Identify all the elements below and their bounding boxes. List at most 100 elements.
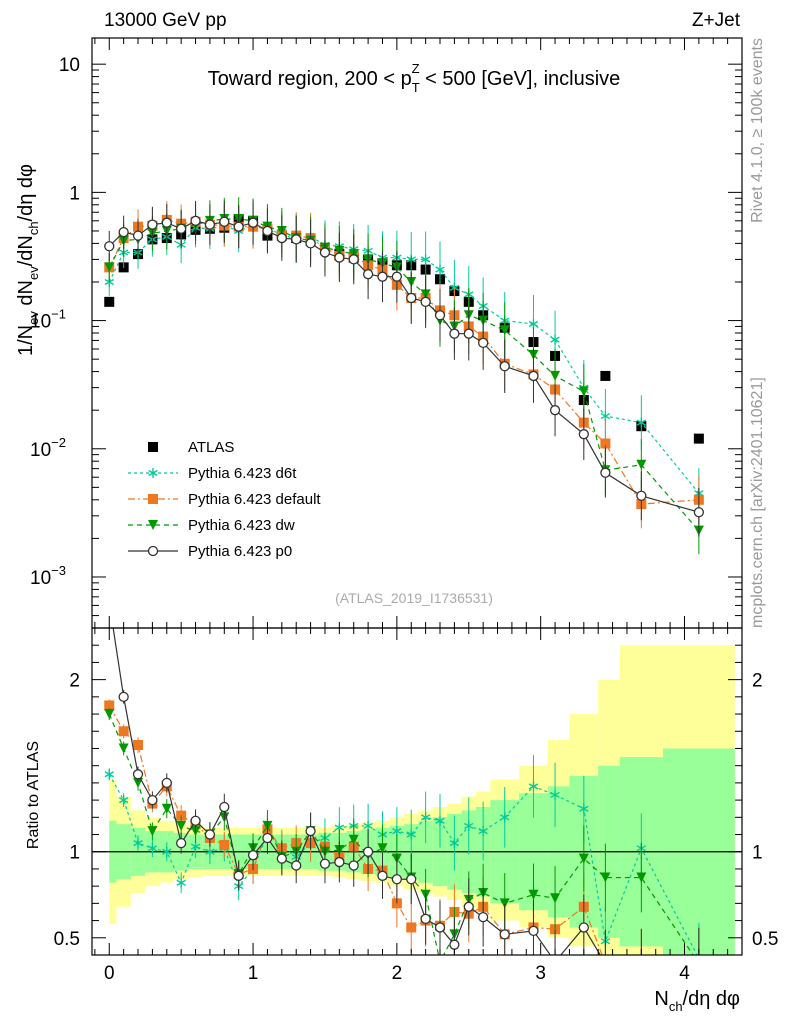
pythia-6-423-d6t-ratio-point [420, 812, 431, 823]
pythia-6-423-default-ratio-point [391, 898, 402, 909]
pythia-6-423-dw-ratio-point [118, 743, 129, 754]
pythia-6-423-d6t-ratio-point-stroke [205, 848, 215, 855]
pythia-6-423-p0-point [420, 296, 431, 307]
pythia-6-423-d6t-ratio-point-stroke [406, 831, 416, 838]
pythia-6-423-d6t-ratio-point-stroke [162, 848, 172, 855]
legend-pythia-6-423-p0-label: Pythia 6.423 p0 [188, 543, 292, 560]
pythia-6-423-p0-point [348, 254, 359, 265]
ratio-y-axis-label: Ratio to ATLAS [25, 741, 42, 849]
pythia-6-423-d6t-ratio-point-stroke [363, 822, 373, 830]
pythia-6-423-d6t-point-stroke [550, 336, 560, 343]
x-tick-label: 2 [392, 963, 403, 984]
pythia-6-423-p0-ratio-point [276, 853, 287, 864]
pythia-6-423-p0-point [104, 241, 115, 252]
pythia-6-423-p0-ratio-point [406, 874, 417, 885]
pythia-6-423-p0-ratio-point [291, 860, 302, 871]
legend: ATLAS Pythia 6.423 d6t Pythia 6.423 defaul… [128, 439, 321, 560]
pythia-6-423-d6t-ratio-point-stroke [464, 822, 474, 830]
pythia-6-423-p0-ratio-point [449, 939, 460, 950]
legend-pythia-6-423-default-marker [148, 494, 158, 504]
pythia-6-423-dw-ratio-line [108, 713, 694, 955]
x-tick-label: 4 [679, 963, 690, 984]
pythia-6-423-d6t-ratio-point [579, 803, 589, 814]
y-tick-label: 10−1 [30, 307, 66, 333]
pythia-6-423-d6t-ratio-point [478, 826, 488, 837]
legend-atlas-label: ATLAS [188, 439, 234, 456]
pythia-6-423-d6t-ratio-point [406, 829, 416, 840]
pythia-6-423-d6t-ratio-point [162, 846, 172, 857]
pythia-6-423-p0-point [233, 221, 244, 232]
pythia-6-423-d6t-ratio-point [190, 841, 201, 852]
pythia-6-423-p0-point [377, 271, 388, 282]
pythia-6-423-p0-ratio-point [305, 825, 316, 837]
pythia-6-423-d6t-ratio-point [133, 838, 143, 849]
pythia-6-423-dw-ratio-point [104, 709, 115, 720]
pythia-6-423-dw-ratio-point [528, 889, 539, 900]
pythia-6-423-dw-ratio-point [133, 777, 144, 788]
atlas-point [693, 433, 704, 444]
pythia-6-423-p0-point [636, 490, 647, 501]
pythia-6-423-p0-ratio-point [434, 922, 446, 933]
pythia-6-423-d6t-ratio-point [104, 769, 114, 780]
pythia-6-423-dw-ratio-point [578, 853, 589, 864]
legend-pythia-6-423-dw-label: Pythia 6.423 dw [188, 517, 295, 534]
pythia-6-423-p0-point [362, 269, 374, 280]
legend-atlas-marker [148, 442, 158, 452]
pythia-6-423-dw-point [499, 325, 510, 336]
pythia-6-423-dw-ratio-point [636, 872, 647, 883]
pythia-6-423-p0-point [132, 230, 144, 241]
legend-pythia-6-423-d6t-marker [148, 468, 158, 478]
legend-pythia-6-423-d6t-marker-stroke [148, 469, 158, 477]
pythia-6-423-p0-point [499, 361, 510, 372]
pythia-6-423-p0-main-line [108, 220, 700, 513]
pythia-6-423-p0-ratio-point [190, 815, 201, 826]
pythia-6-423-d6t-ratio-point [176, 877, 186, 888]
pythia-6-423-d6t-ratio-point-stroke [478, 827, 488, 835]
ratio-panel-frame [91, 627, 743, 956]
pythia-6-423-d6t-ratio-point [464, 820, 474, 831]
pythia-6-423-d6t-ratio-point-stroke [579, 805, 589, 812]
pythia-6-423-d6t-point-stroke [435, 266, 445, 273]
pythia-6-423-d6t-point-stroke [449, 284, 460, 291]
pythia-6-423-d6t-ratio-point [449, 838, 460, 849]
pythia-6-423-p0-point [406, 292, 417, 304]
legend-pythia-6-423-default-label: Pythia 6.423 default [188, 491, 321, 508]
legend-pythia-6-423-d6t-label: Pythia 6.423 d6t [188, 465, 297, 482]
y-axis-label: 1/Nev dNev/dNch/dη dφ [15, 164, 41, 356]
pythia-6-423-p0-ratio-point [362, 846, 374, 857]
ratio-tick-label-left: 0.5 [54, 929, 80, 950]
pythia-6-423-d6t-ratio-point [392, 826, 402, 837]
pythia-6-423-d6t-ratio-point-stroke [500, 814, 510, 821]
pythia-6-423-d6t-ratio-point-stroke [147, 845, 158, 852]
pythia-6-423-p0-point [118, 226, 129, 238]
pythia-6-423-d6t-ratio-line [108, 773, 698, 955]
main-series-group [104, 197, 705, 555]
pythia-6-423-p0-point [291, 234, 302, 245]
ratio-tick-label-left: 1 [69, 843, 80, 864]
x-axis-label: Nch/dη dφ [654, 988, 740, 1014]
pythia-6-423-p0-point [161, 217, 172, 228]
axis-ticks: 0 1 2 3 4 10 1 10−1 10−2 10−3 0.5 0.5 1 1 2 2 [30, 38, 778, 984]
pythia-6-423-d6t-point-stroke [528, 320, 539, 328]
pythia-6-423-default-main-line [108, 219, 699, 505]
pythia-6-423-p0-ratio-point [233, 870, 244, 881]
pythia-6-423-dw-point [578, 386, 589, 397]
atlas-point [104, 296, 115, 307]
pythia-6-423-p0-point [204, 219, 216, 230]
pythia-6-423-d6t-ratio-point-stroke [104, 771, 114, 778]
pythia-6-423-p0-point [463, 328, 474, 339]
pythia-6-423-d6t-ratio-point-stroke [420, 814, 431, 821]
energy-label: 13000 GeV pp [104, 10, 227, 31]
pythia-6-423-dw-ratio-point [147, 826, 158, 837]
atlas-point [600, 370, 611, 381]
pythia-6-423-d6t-point [636, 417, 647, 428]
pythia-6-423-p0-ratio-point [377, 870, 388, 881]
pythia-6-423-p0-point [190, 215, 201, 226]
pythia-6-423-p0-point [247, 217, 259, 228]
plot-title: Toward region, 200 < pTZ < 500 [GeV], in… [208, 61, 621, 95]
pythia-6-423-dw-ratio-point [348, 834, 359, 845]
pythia-6-423-dw-ratio-point [550, 893, 561, 904]
pythia-6-423-d6t-main-line [108, 225, 700, 494]
pythia-6-423-p0-point [391, 271, 403, 282]
main-panel-frame [91, 37, 743, 629]
